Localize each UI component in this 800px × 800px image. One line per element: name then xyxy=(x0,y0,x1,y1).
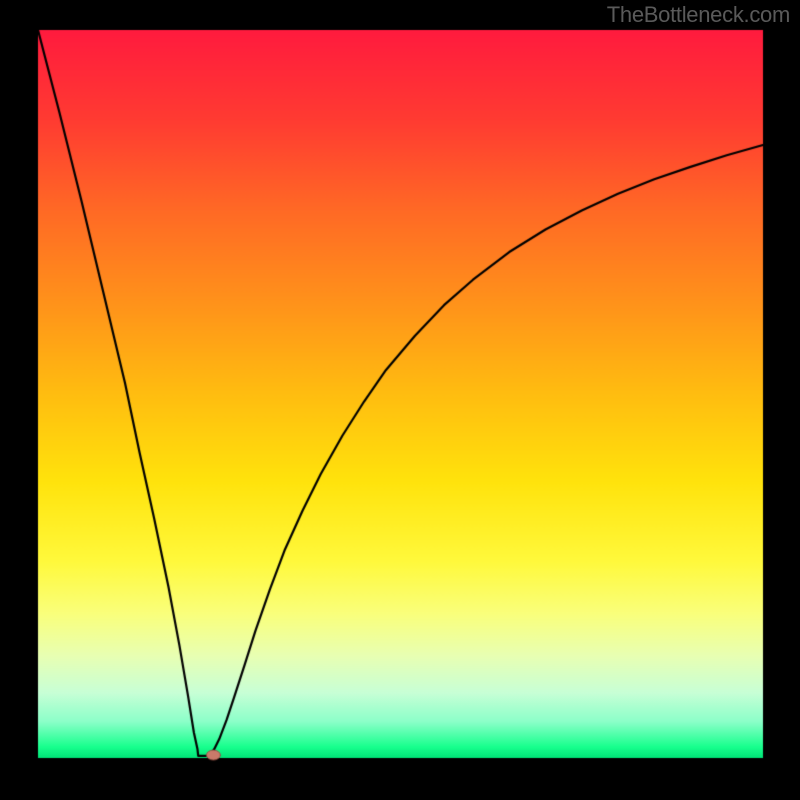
bottleneck-chart xyxy=(0,0,800,800)
watermark-text: TheBottleneck.com xyxy=(607,2,790,28)
